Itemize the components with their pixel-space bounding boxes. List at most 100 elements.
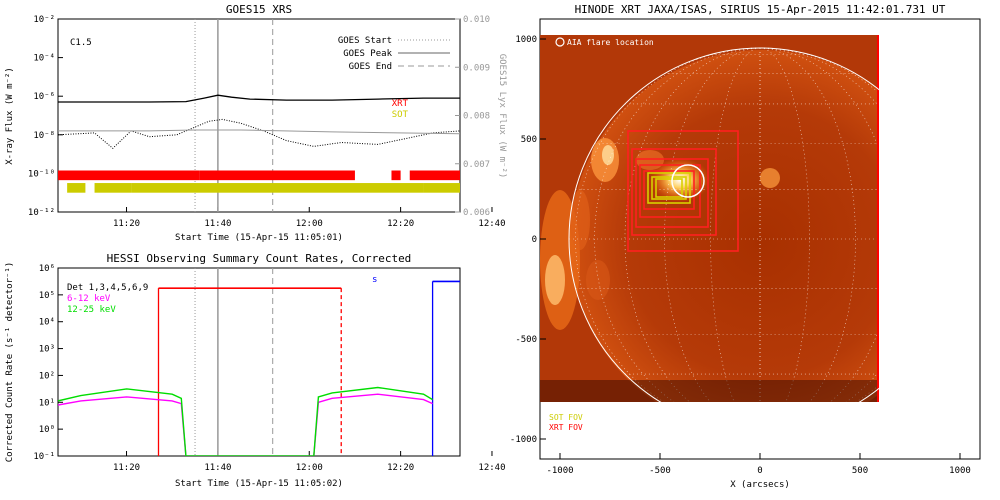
coverage-segment-xrt [58, 170, 200, 181]
goes-y2-tick-label: 0.006 [463, 208, 490, 218]
coverage-segment-sot [131, 183, 424, 193]
goes-y-axis: 10⁻¹² 10⁻¹⁰ 10⁻⁸ 10⁻⁶ 10⁻⁴ 10⁻² [28, 15, 63, 218]
xrt-fov-box [631, 148, 717, 236]
goes-y-tick-label: 10⁻¹⁰ [28, 169, 55, 179]
hessi-xlabel: Start Time (15-Apr-15 11:05:02) [175, 479, 343, 489]
goes-series-line [58, 118, 460, 149]
goes-legend-label: GOES End [349, 62, 392, 72]
xrt-fov-box [635, 158, 709, 228]
coverage-segment-xrt [391, 170, 401, 181]
hessi-x-tick-label: 12:40 [478, 463, 505, 473]
xrt-solar-image [540, 35, 878, 402]
goes-legend-label: GOES Peak [343, 49, 392, 59]
hessi-series [58, 386, 433, 456]
goes-coverage-bars [58, 170, 460, 193]
goes-x-tick-label: 11:40 [204, 219, 231, 229]
hessi-y-tick-label: 10² [39, 371, 55, 381]
xrt-y-tick-label: 1000 [515, 35, 537, 45]
hessi-y-tick-label: 10¹ [39, 398, 55, 408]
flare-location-circle [671, 164, 705, 198]
xrt-y-tick-label: -1000 [510, 435, 537, 445]
sot-fov-box [647, 172, 691, 204]
goes-xlabel: Start Time (15-Apr-15 11:05:01) [175, 233, 343, 243]
hessi-y-tick-label: 10⁻¹ [33, 452, 55, 462]
sot-fov-box [655, 178, 683, 198]
coverage-segment-sot [423, 183, 460, 193]
goes-series [58, 94, 460, 149]
goes-series-line [58, 94, 460, 103]
hessi-flag-steps [157, 280, 460, 456]
goes-y-tick-label: 10⁻¹² [28, 208, 55, 218]
goes-flare-class: C1.5 [70, 38, 92, 48]
goes-ylabel: X-ray Flux (W m⁻²) [5, 67, 15, 165]
goes-y-tick-label: 10⁻⁸ [33, 131, 55, 141]
goes-legend: GOES Start GOES Peak GOES End [338, 36, 450, 72]
solar-limb [568, 47, 952, 431]
hessi-flag-s: s [372, 275, 377, 285]
xrt-x-tick-label: 1000 [949, 466, 971, 476]
goes-x-tick-label: 12:00 [296, 219, 323, 229]
hessi-x-tick-label: 11:20 [113, 463, 140, 473]
hessi-series-line [58, 386, 433, 456]
goes-title: GOES15 XRS [226, 3, 292, 16]
xrt-y-tick-label: -500 [515, 335, 537, 345]
hessi-legend-high: 12-25 keV [67, 305, 116, 315]
goes-x-tick-label: 12:20 [387, 219, 414, 229]
legend-sot: SOT [392, 110, 409, 120]
coverage-segment-xrt [409, 170, 460, 181]
hessi-y-axis: 10⁻¹ 10⁰ 10¹ 10² 10³ 10⁴ 10⁵ 10⁶ [33, 264, 63, 462]
hessi-y-tick-label: 10⁴ [39, 318, 55, 328]
xrt-y-tick-label: 0 [532, 235, 537, 245]
goes-series-line [58, 129, 460, 135]
hessi-legend-det: Det 1,3,4,5,6,9 [67, 283, 148, 293]
flare-legend-icon [555, 37, 565, 47]
hessi-y-tick-label: 10⁵ [39, 291, 55, 301]
hessi-y-tick-label: 10⁰ [39, 425, 55, 435]
goes-y-tick-label: 10⁻⁶ [33, 92, 55, 102]
xrt-fov-boxes [627, 130, 739, 252]
legend-sot-fov: SOT FOV [549, 413, 583, 422]
hessi-x-tick-label: 12:00 [296, 463, 323, 473]
goes-panel: GOES15 XRS 10⁻¹² 10⁻¹⁰ 10⁻⁸ 10⁻⁶ 10⁻⁴ 10⁻² 0.… [5, 3, 507, 243]
goes-y2-axis: 0.006 0.007 0.008 0.009 0.010 [455, 15, 490, 218]
hessi-y-tick-label: 10³ [39, 345, 55, 355]
xrt-x-axis: -1000 -500 0 500 1000 [546, 453, 971, 476]
sot-fov-boxes [647, 172, 691, 204]
legend-xrt: XRT [392, 99, 409, 109]
xrt-fov-box [643, 170, 695, 210]
xrt-grid-longitude [594, 47, 761, 402]
xrt-x-tick-label: 500 [852, 466, 868, 476]
goes-y2-tick-label: 0.007 [463, 160, 490, 170]
xrt-xlabel: X (arcsecs) [730, 480, 790, 490]
xrt-x-tick-label: -1000 [546, 466, 573, 476]
goes-y2-tick-label: 0.009 [463, 63, 490, 73]
hessi-ylabel: Corrected Count Rate (s⁻¹ detector⁻¹) [5, 262, 15, 462]
xrt-panel: HINODE XRT JAXA/ISAS, SIRIUS 15-Apr-2015… [510, 3, 981, 490]
coverage-segment-xrt [199, 170, 355, 181]
goes-y2-tick-label: 0.010 [463, 15, 490, 25]
hessi-y-tick-label: 10⁶ [39, 264, 55, 274]
hessi-x-tick-label: 11:40 [204, 463, 231, 473]
hessi-series-line [58, 393, 433, 456]
goes-y-tick-label: 10⁻⁴ [33, 54, 55, 64]
goes-y2-tick-label: 0.008 [463, 112, 490, 122]
xrt-y-axis: -1000 -500 0 500 1000 [510, 35, 546, 445]
hessi-panel: HESSI Observing Summary Count Rates, Cor… [5, 252, 506, 489]
goes-y-tick-label: 10⁻² [33, 15, 55, 25]
goes-legend-label: GOES Start [338, 36, 392, 46]
xrt-x-tick-label: 0 [757, 466, 762, 476]
hessi-x-tick-label: 12:20 [387, 463, 414, 473]
goes-x-tick-label: 12:40 [478, 219, 505, 229]
flare-legend-label: AIA flare location [567, 38, 654, 47]
goes-x-axis: 11:20 11:40 12:00 12:20 12:40 [113, 207, 506, 229]
xrt-x-tick-label: -500 [649, 466, 671, 476]
legend-xrt-fov: XRT FOV [549, 423, 583, 432]
xrt-heliographic-grid [569, 47, 878, 402]
hessi-x-axis: 11:20 11:40 12:00 12:20 12:40 [113, 451, 506, 473]
goes-x-tick-label: 11:20 [113, 219, 140, 229]
xrt-title: HINODE XRT JAXA/ISAS, SIRIUS 15-Apr-2015… [575, 3, 946, 16]
sot-fov-box [651, 176, 687, 200]
hessi-plot-frame [57, 267, 461, 457]
hessi-legend-low: 6-12 keV [67, 294, 111, 304]
xrt-fov-box [627, 130, 739, 252]
